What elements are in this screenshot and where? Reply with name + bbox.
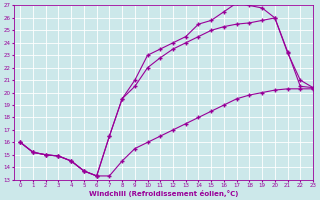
X-axis label: Windchill (Refroidissement éolien,°C): Windchill (Refroidissement éolien,°C) [89,190,238,197]
